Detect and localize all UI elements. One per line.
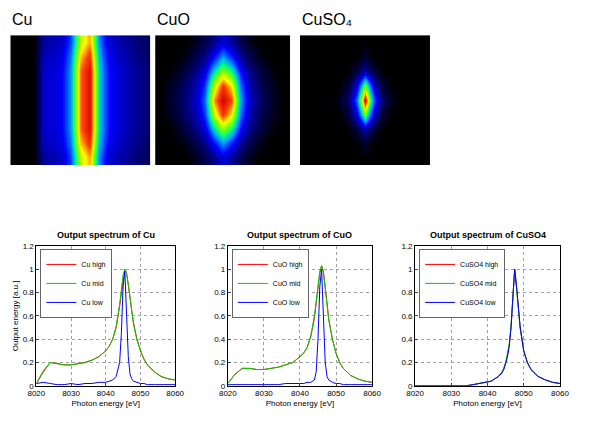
svg-text:1.2: 1.2 [214, 242, 226, 251]
svg-text:Cu low: Cu low [81, 299, 103, 306]
svg-text:CuSO4 low: CuSO4 low [460, 299, 496, 306]
svg-text:1: 1 [29, 265, 34, 274]
svg-text:0.4: 0.4 [401, 335, 413, 344]
svg-text:0.6: 0.6 [214, 312, 226, 321]
svg-text:CuSO₄: CuSO₄ [302, 11, 352, 28]
svg-text:8020: 8020 [219, 389, 237, 398]
svg-text:8040: 8040 [479, 389, 497, 398]
svg-text:0.6: 0.6 [23, 312, 35, 321]
svg-text:0.8: 0.8 [401, 288, 413, 297]
svg-text:CuO: CuO [157, 11, 190, 28]
svg-text:Photon energy [eV]: Photon energy [eV] [71, 399, 140, 408]
svg-text:CuSO4 high: CuSO4 high [460, 261, 498, 269]
svg-text:1.2: 1.2 [23, 242, 35, 251]
svg-text:Output spectrum of Cu: Output spectrum of Cu [57, 230, 155, 240]
svg-text:Photon energy [eV]: Photon energy [eV] [266, 399, 335, 408]
svg-text:Output energy [a.u.]: Output energy [a.u.] [11, 281, 20, 352]
svg-text:Photon energy [eV]: Photon energy [eV] [453, 399, 522, 408]
svg-text:1: 1 [408, 265, 413, 274]
svg-text:0.6: 0.6 [401, 312, 413, 321]
svg-text:CuO low: CuO low [273, 299, 301, 306]
svg-text:8020: 8020 [406, 389, 424, 398]
svg-text:8030: 8030 [255, 389, 273, 398]
svg-text:Output spectrum of CuO: Output spectrum of CuO [247, 230, 352, 240]
svg-text:8030: 8030 [442, 389, 460, 398]
svg-text:Cu mid: Cu mid [81, 280, 103, 287]
svg-text:Cu high: Cu high [81, 261, 105, 269]
svg-text:8050: 8050 [132, 389, 150, 398]
svg-text:0: 0 [221, 382, 226, 391]
svg-text:0.2: 0.2 [401, 358, 413, 367]
svg-text:CuO high: CuO high [273, 261, 303, 269]
svg-text:CuO mid: CuO mid [273, 280, 301, 287]
svg-text:0.4: 0.4 [23, 335, 35, 344]
svg-text:8030: 8030 [62, 389, 80, 398]
svg-text:1: 1 [221, 265, 226, 274]
svg-text:8040: 8040 [291, 389, 309, 398]
svg-text:0.2: 0.2 [214, 358, 226, 367]
svg-text:CuSO4 mid: CuSO4 mid [460, 280, 496, 287]
svg-text:8060: 8060 [551, 389, 569, 398]
svg-text:8040: 8040 [97, 389, 115, 398]
svg-text:0.8: 0.8 [214, 288, 226, 297]
svg-text:Cu: Cu [12, 11, 32, 28]
svg-text:Output spectrum of CuSO4: Output spectrum of CuSO4 [430, 230, 546, 240]
svg-text:8060: 8060 [166, 389, 184, 398]
svg-text:0.2: 0.2 [23, 358, 35, 367]
svg-text:0: 0 [29, 382, 34, 391]
svg-text:0: 0 [408, 382, 413, 391]
svg-text:0.4: 0.4 [214, 335, 226, 344]
svg-text:0.8: 0.8 [23, 288, 35, 297]
svg-text:8060: 8060 [363, 389, 381, 398]
svg-text:8050: 8050 [515, 389, 533, 398]
svg-text:8050: 8050 [327, 389, 345, 398]
svg-text:1.2: 1.2 [401, 242, 413, 251]
svg-text:8020: 8020 [27, 389, 45, 398]
